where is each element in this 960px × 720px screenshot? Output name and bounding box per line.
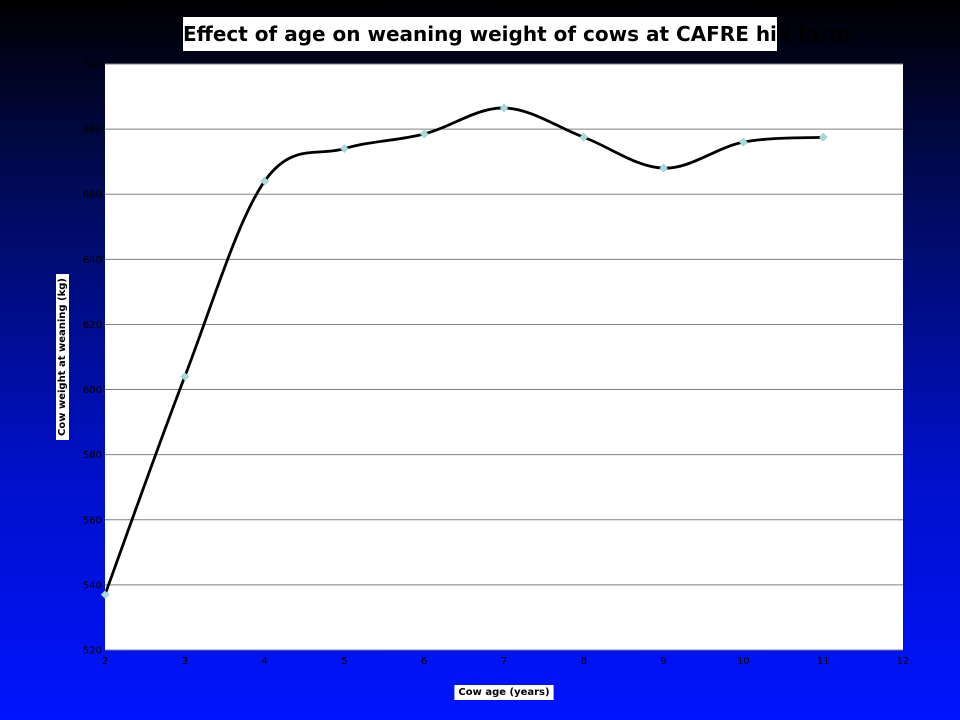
y-tick-label: 580 xyxy=(83,450,102,461)
y-axis-ticks: 520 540 560 580 600 620 640 660 680 700 xyxy=(83,60,102,657)
y-tick-label: 700 xyxy=(83,60,102,71)
x-tick-label: 6 xyxy=(421,656,427,667)
x-tick-label: 7 xyxy=(501,656,507,667)
x-tick-label: 5 xyxy=(341,656,347,667)
y-tick-label: 520 xyxy=(83,646,102,657)
data-point xyxy=(340,144,349,153)
x-tick-label: 10 xyxy=(737,656,750,667)
y-tick-label: 540 xyxy=(83,580,102,591)
chart-title: Effect of age on weaning weight of cows … xyxy=(183,17,851,51)
data-point xyxy=(499,103,509,113)
data-point xyxy=(419,129,429,139)
x-axis-title: Cow age (years) xyxy=(458,687,549,698)
grid-lines xyxy=(105,63,903,651)
y-tick-label: 640 xyxy=(83,255,102,266)
x-axis-title-background xyxy=(454,685,554,700)
y-tick-label: 660 xyxy=(83,190,102,201)
data-point xyxy=(659,163,668,173)
data-point xyxy=(579,132,589,142)
y-tick-label: 600 xyxy=(83,385,102,396)
x-tick-label: 11 xyxy=(817,656,830,667)
y-tick-label: 620 xyxy=(83,320,102,331)
x-axis-ticks: 2 3 4 5 6 7 8 9 10 11 12 xyxy=(102,656,910,667)
data-point xyxy=(739,137,748,147)
data-markers xyxy=(100,103,828,600)
data-point xyxy=(180,372,190,381)
data-point xyxy=(818,132,828,142)
x-tick-label: 3 xyxy=(182,656,188,667)
y-tick-label: 560 xyxy=(83,515,102,526)
y-axis-title-background xyxy=(56,274,69,440)
x-tick-label: 9 xyxy=(660,656,666,667)
data-point xyxy=(100,590,110,600)
data-point xyxy=(260,176,269,186)
y-tick-label: 680 xyxy=(83,125,102,136)
y-axis-title: Cow weight at weaning (kg) xyxy=(57,278,68,436)
x-tick-label: 8 xyxy=(581,656,587,667)
x-tick-label: 12 xyxy=(897,656,910,667)
x-tick-label: 4 xyxy=(261,656,267,667)
x-tick-label: 2 xyxy=(102,656,108,667)
plot-area xyxy=(105,64,903,650)
